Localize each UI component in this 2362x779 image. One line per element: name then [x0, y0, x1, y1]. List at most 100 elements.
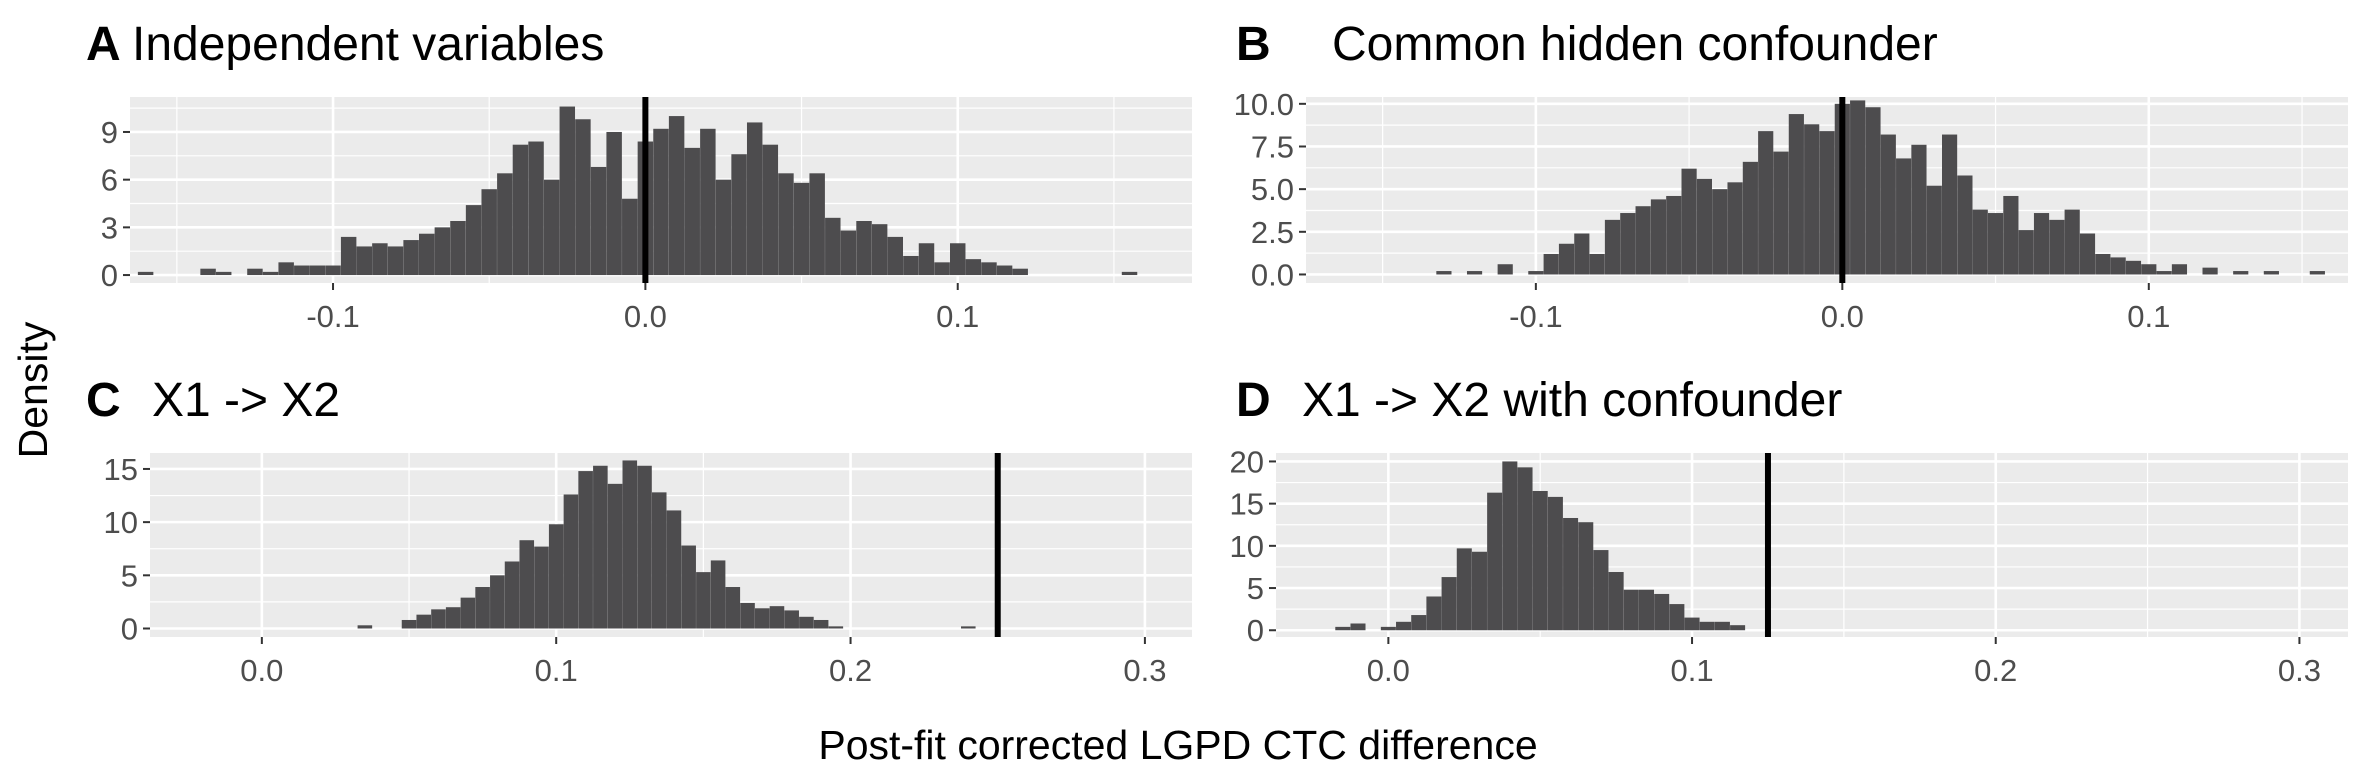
y-tick-label: 10 — [104, 505, 138, 540]
histogram-bar — [1497, 264, 1513, 275]
histogram-bar — [1666, 195, 1682, 275]
histogram-bar — [666, 510, 682, 629]
histogram-bar — [681, 545, 696, 629]
panel-d: 0 5 10 15 20 0.0 0.1 0.2 0.3 D X1 -> X2 with confo… — [1230, 374, 2348, 688]
histogram-bar — [1121, 271, 1138, 276]
histogram-bar — [2125, 260, 2142, 275]
x-tick-label: 0.0 — [1821, 299, 1864, 334]
y-tick-label: 2.5 — [1251, 215, 1294, 250]
histogram-bar — [710, 560, 726, 629]
histogram-bar — [200, 268, 216, 276]
histogram-bar — [2110, 257, 2126, 275]
y-axis-title: Density — [10, 321, 56, 458]
histogram-bar — [1714, 621, 1730, 631]
histogram-bar — [1699, 621, 1715, 631]
histogram-bar — [1650, 199, 1667, 275]
y-tick-label: 5.0 — [1251, 172, 1294, 207]
panel-title: X1 -> X2 with confounder — [1302, 374, 1842, 427]
histogram-bar — [1471, 551, 1487, 631]
histogram-bar — [1466, 271, 1483, 275]
histogram-bar — [1681, 168, 1697, 275]
y-tick-label: 0 — [101, 258, 118, 293]
y-tick-label: 10.0 — [1234, 87, 1294, 122]
histogram-bar — [356, 246, 372, 276]
histogram-bar — [778, 173, 794, 276]
histogram-bar — [871, 224, 888, 276]
histogram-bar — [434, 227, 451, 276]
histogram-bar — [559, 106, 576, 276]
histogram-bar — [528, 141, 544, 276]
x-tick-label: -0.1 — [306, 299, 359, 334]
histogram-bar — [512, 144, 529, 276]
histogram-bar — [2079, 233, 2096, 275]
panel-title: Common hidden confounder — [1332, 18, 1938, 71]
x-tick-label: 0.0 — [624, 299, 667, 334]
histogram-bar — [1380, 626, 1396, 631]
histogram-bar — [2233, 271, 2249, 275]
histogram-bar — [534, 546, 549, 629]
y-tick-label: 15 — [104, 452, 138, 487]
panel-c: 0 5 10 15 0.0 0.1 0.2 0.3 C X1 -> X2 — [86, 374, 1192, 688]
histogram-bar — [450, 221, 466, 276]
histogram-bar — [1654, 593, 1670, 631]
histogram-bar — [575, 119, 591, 276]
histogram-bar — [809, 173, 825, 276]
histogram-bar — [1350, 623, 1366, 631]
histogram-bar — [1623, 589, 1639, 631]
histogram-bar — [813, 619, 829, 629]
histogram-bar — [825, 217, 841, 276]
histogram-bar — [445, 607, 461, 629]
x-tick-label: 0.1 — [535, 653, 578, 688]
histogram-bar — [431, 609, 446, 629]
histogram-bar — [1574, 233, 1590, 275]
histogram-bar — [1819, 131, 1835, 275]
histogram-bar — [340, 236, 357, 276]
histogram-bar — [1563, 517, 1579, 631]
y-tick-label: 0.0 — [1251, 257, 1294, 292]
histogram-bar — [1712, 189, 1728, 275]
histogram-bar — [1865, 107, 1881, 275]
histogram-bar — [1773, 151, 1789, 275]
histogram-bar — [1880, 134, 1896, 275]
panel-a: 0 3 6 9 -0.1 0.0 0.1 A Independent variables — [86, 18, 1192, 334]
histogram-bar — [1684, 617, 1700, 631]
panel-letter: D — [1236, 374, 1271, 427]
histogram-bar — [918, 243, 935, 276]
histogram-bar — [607, 483, 623, 629]
histogram-bar — [1987, 213, 2004, 275]
y-tick-label: 9 — [101, 115, 118, 150]
histogram-bar — [1896, 158, 1912, 275]
histogram-bar — [762, 144, 779, 276]
histogram-bar — [2156, 271, 2172, 275]
histogram-bar — [696, 572, 711, 629]
x-tick-label: 0.1 — [2127, 299, 2170, 334]
histogram-bar — [1942, 134, 1958, 275]
panel-letter: B — [1236, 18, 1271, 71]
histogram-bar — [215, 271, 232, 276]
histogram-bar — [1911, 144, 1927, 275]
x-tick-label: 0.1 — [1670, 653, 1713, 688]
histogram-bar — [1608, 572, 1624, 631]
histogram-bar — [653, 128, 669, 276]
y-tick-label: 15 — [1230, 487, 1264, 522]
histogram-bar — [840, 230, 857, 276]
histogram-bar — [700, 128, 716, 276]
histogram-bar — [475, 587, 490, 629]
histogram-bar — [2033, 213, 2050, 275]
x-tick-label: 0.0 — [1367, 653, 1410, 688]
histogram-bar — [950, 243, 966, 276]
histogram-bar — [731, 154, 747, 276]
histogram-bar — [1543, 253, 1559, 275]
histogram-bar — [746, 122, 763, 276]
histogram-bar — [309, 265, 326, 276]
histogram-bar — [1669, 604, 1685, 631]
histogram-bar — [1436, 271, 1452, 275]
histogram-bar — [325, 265, 341, 276]
histogram-bar — [497, 173, 513, 276]
histogram-bar — [2202, 267, 2218, 275]
histogram-bar — [996, 265, 1013, 276]
histogram-bar — [622, 460, 638, 629]
histogram-bar — [278, 262, 294, 276]
y-tick-label: 0 — [1247, 613, 1264, 648]
histogram-bar — [903, 255, 919, 276]
